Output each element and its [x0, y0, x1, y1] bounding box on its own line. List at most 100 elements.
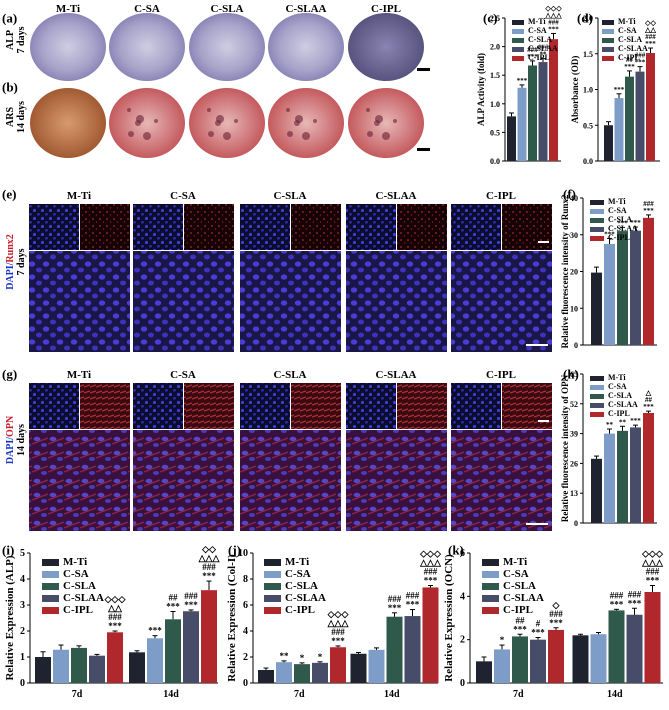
legend-label: C-SLAA	[528, 44, 558, 53]
legend-swatch	[590, 200, 604, 205]
significance-mark: ***	[614, 86, 625, 94]
legend-label: M-Ti	[618, 17, 636, 26]
legend-label: C-IPL	[618, 53, 640, 62]
column-header: C-SLAA	[376, 190, 417, 202]
y-tick-label: 2	[460, 635, 465, 646]
y-axis-label: ALP Activity (fold)	[476, 53, 486, 126]
legend-swatch	[264, 595, 281, 602]
runx2-merge-image	[240, 251, 341, 352]
bar	[476, 661, 492, 683]
ars-stain-well	[348, 88, 424, 158]
bar	[644, 592, 661, 683]
significance-mark: ###	[406, 591, 420, 601]
bar	[258, 670, 274, 683]
legend-swatch	[590, 376, 604, 381]
y-tick-label: 40	[570, 194, 578, 203]
legend-label: C-IPL	[285, 604, 315, 616]
legend-label: C-SLAA	[608, 400, 638, 409]
panel-label-k: (k)	[448, 543, 464, 558]
bar	[538, 62, 548, 161]
runx2-marker-inset	[291, 204, 341, 250]
legend-label: M-Ti	[608, 197, 626, 206]
column-header: C-SLAA	[286, 3, 327, 15]
y-tick-label: 0.0	[583, 157, 593, 166]
legend-label: M-Ti	[285, 556, 309, 568]
y-axis-label: Relative Expression (ALP)	[4, 555, 16, 680]
significance-mark: ##	[626, 56, 634, 64]
legend-label: C-SLA	[608, 391, 632, 400]
bar	[517, 87, 527, 161]
bar	[107, 632, 123, 683]
legend-swatch	[42, 595, 59, 602]
legend-swatch	[264, 583, 281, 590]
legend-swatch	[590, 227, 604, 232]
y-tick-label: 0	[20, 678, 25, 689]
bar	[591, 272, 602, 345]
runx2-dapi-inset	[133, 204, 183, 250]
ars-nodule	[393, 119, 397, 123]
significance-mark: ###	[549, 609, 563, 619]
legend-label: C-SLA	[503, 580, 536, 592]
legend-swatch	[590, 403, 604, 408]
bar	[165, 619, 181, 683]
y-tick-label: 4	[243, 626, 248, 637]
significance-mark: ***	[630, 417, 641, 425]
opn-dapi-inset	[346, 383, 396, 429]
bar	[201, 590, 217, 683]
bar	[89, 655, 105, 683]
row-label-runx2: DAPI/Runx2	[5, 234, 16, 290]
legend-label: C-SLAA	[608, 224, 638, 233]
significance-mark: ***	[166, 602, 180, 612]
runx2-marker-inset	[397, 204, 447, 250]
column-header: C-SLA	[273, 369, 306, 381]
column-header: M-Ti	[56, 3, 80, 15]
panel-label-c: (c)	[483, 11, 497, 26]
bar	[549, 39, 558, 161]
significance-mark: ◇◇◇	[641, 549, 664, 559]
bar	[350, 653, 367, 683]
ars-nodule	[367, 131, 373, 137]
panel-label-a: (a)	[2, 11, 17, 26]
ars-nodule	[223, 132, 231, 140]
significance-mark: *	[500, 635, 505, 645]
ars-nodule	[375, 115, 383, 123]
y-axis-label: Relative Expression (OCN)	[443, 554, 455, 682]
bar	[617, 430, 628, 523]
bar	[530, 639, 546, 683]
panel-label-d: (d)	[577, 11, 593, 26]
runx2-merge-image	[133, 251, 234, 352]
significance-mark: **	[280, 651, 290, 661]
bar	[368, 649, 385, 683]
ars-nodule	[295, 115, 303, 123]
bar	[528, 65, 537, 161]
column-header: C-SA	[170, 190, 196, 202]
ars-nodule	[154, 119, 158, 123]
column-header: C-SLA	[273, 190, 306, 202]
legend-swatch	[590, 236, 604, 241]
legend-swatch	[602, 38, 614, 43]
y-tick-label: 65	[570, 370, 578, 379]
scale-bar	[526, 344, 548, 346]
x-tick-label: 7d	[513, 689, 524, 700]
y-tick-label: 13	[570, 489, 578, 498]
significance-mark: △△△	[641, 558, 664, 568]
significance-mark: ***	[517, 77, 528, 85]
significance-mark: ###	[610, 590, 624, 600]
y-tick-label: 2.5	[490, 14, 500, 23]
alp-stain-well	[268, 13, 344, 81]
significance-mark: ##	[645, 396, 653, 404]
significance-mark: △△△	[544, 11, 562, 19]
panel-label-e: (e)	[2, 187, 16, 202]
ars-nodule	[143, 132, 151, 140]
column-header: C-SLAA	[376, 369, 417, 381]
legend-label: C-SLA	[63, 580, 96, 592]
y-tick-label: 8	[243, 574, 248, 585]
significance-mark: ***	[108, 621, 122, 631]
row-label-runx2-days: 7 days	[16, 248, 27, 275]
bar	[591, 458, 602, 523]
ars-stain-well	[268, 88, 344, 158]
significance-mark: ***	[531, 628, 545, 638]
